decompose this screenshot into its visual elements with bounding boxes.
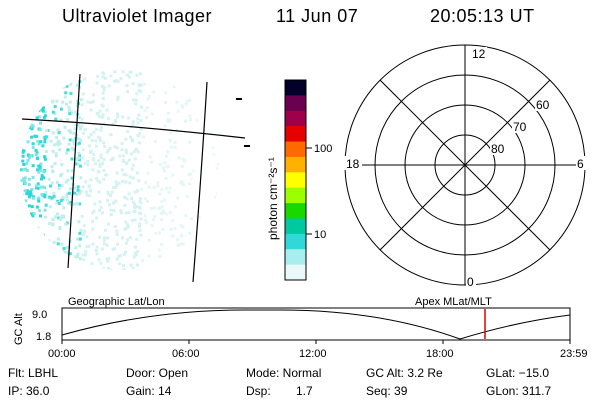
filter-status: Flt: LBHL (8, 366, 59, 380)
mlt-label-0: 0 (467, 275, 474, 289)
mlat-label-60: 60 (536, 98, 550, 112)
colorbar-segment (285, 110, 306, 127)
colorbar-segment (285, 126, 306, 143)
dsp-value: 1.7 (296, 384, 313, 398)
orbit-x-tick: 23:59 (560, 348, 588, 360)
glon-status: GLon: 311.7 (486, 384, 552, 398)
seq-status: Seq: 39 (366, 384, 408, 398)
uv-image-panel (20, 70, 250, 283)
mlt-label-12: 12 (472, 47, 486, 61)
ip-status: IP: 36.0 (8, 384, 50, 398)
orbit-y-axis-label: GC Alt (13, 313, 25, 345)
colorbar-segment (285, 218, 306, 235)
orbit-x-tick: 06:00 (172, 348, 200, 360)
colorbar-segment (285, 141, 306, 158)
orbit-x-tick: 12:00 (299, 348, 327, 360)
colorbar-segment (285, 203, 306, 219)
mlt-label-18: 18 (346, 157, 360, 171)
colorbar: 100 10 photon cm⁻²s⁻¹ (266, 79, 332, 281)
image-edge-tick (236, 98, 242, 100)
orbit-x-tick: 00:00 (48, 348, 76, 360)
mlat-label-80: 80 (491, 142, 505, 156)
colorbar-segment (285, 172, 306, 189)
mlat-label-70: 70 (513, 120, 527, 134)
orbit-right-title: Apex MLat/MLT (415, 296, 492, 308)
gc-alt-status: GC Alt: 3.2 Re (366, 366, 443, 380)
orbit-altitude-curve (61, 309, 571, 340)
orbit-y-tick: 1.8 (36, 331, 51, 343)
colorbar-unit-label: photon cm⁻²s⁻¹ (266, 157, 280, 240)
orbit-x-tick: 18:00 (426, 348, 454, 360)
latitude-line (21, 118, 246, 139)
colorbar-segment (285, 264, 306, 281)
date-label: 11 Jun 07 (276, 6, 359, 26)
colorbar-segment (285, 187, 306, 204)
dsp-label: Dsp: (246, 384, 271, 398)
glat-status: GLat: −15.0 (486, 366, 550, 380)
orbit-left-title: Geographic Lat/Lon (68, 296, 165, 308)
colorbar-tick-label: 10 (314, 229, 326, 241)
door-status: Door: Open (126, 366, 189, 380)
colorbar-segment (285, 80, 306, 96)
colorbar-tick-label: 100 (314, 143, 332, 155)
orbit-frame (61, 307, 571, 341)
polar-plot (344, 44, 586, 286)
colorbar-segment (285, 156, 306, 173)
mlt-label-6: 6 (577, 157, 584, 171)
colorbar-segment (285, 233, 306, 250)
mode-status: Mode: Normal (246, 366, 322, 380)
colorbar-gradient (285, 80, 306, 281)
time-label: 20:05:13 UT (430, 6, 535, 26)
colorbar-segment (285, 249, 306, 266)
app-title: Ultraviolet Imager (62, 6, 213, 26)
image-edge-tick (244, 145, 250, 147)
colorbar-segment (285, 95, 306, 112)
longitude-line (192, 81, 208, 283)
gain-status: Gain: 14 (126, 384, 172, 398)
orbit-y-tick: 9.0 (32, 309, 47, 321)
longitude-line (67, 73, 81, 269)
orbit-plot: Geographic Lat/Lon Apex MLat/MLT GC Alt … (13, 296, 588, 360)
